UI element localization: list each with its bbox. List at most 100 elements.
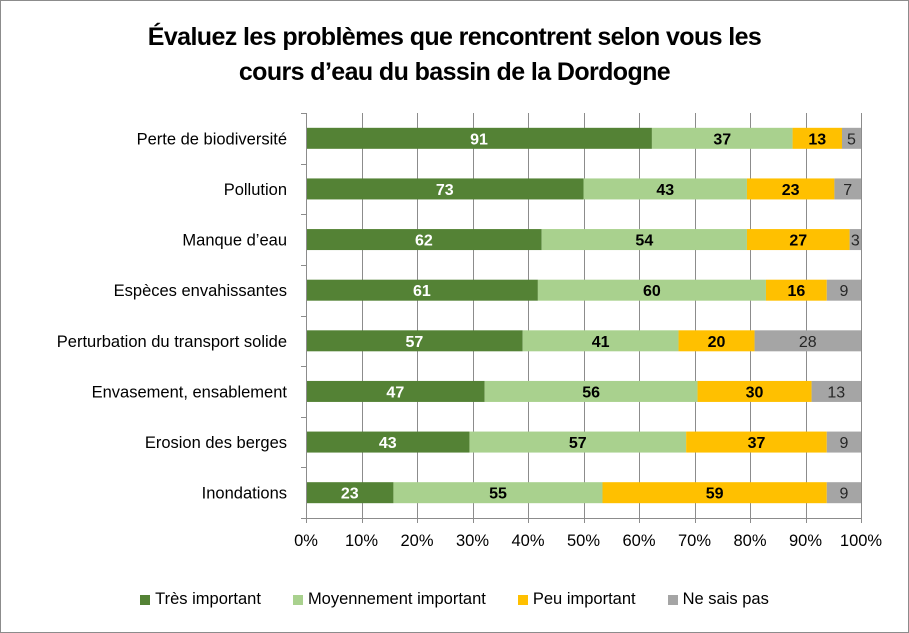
bar-segment[interactable] [602,482,827,504]
axes [301,113,862,519]
bar-segment[interactable] [686,431,827,453]
category-label: Perturbation du transport solide [57,333,287,351]
bar-segment[interactable] [746,178,835,200]
bar-segment[interactable] [306,178,584,200]
legend-label: Très important [155,590,261,608]
bar-segment[interactable] [541,229,747,251]
data-label: 9 [839,435,848,452]
bar-segment[interactable] [306,380,485,402]
legend-swatch [667,594,678,605]
bar-segment[interactable] [651,127,793,149]
x-tick-label: 30% [456,532,489,550]
legend-item-tres-important[interactable]: Très important [140,590,261,609]
data-label: 43 [379,435,397,452]
category-label: Inondations [202,485,287,503]
bar-segment[interactable] [306,330,523,352]
category-label: Envasement, ensablement [92,383,288,401]
category-label: Espèces envahissantes [114,282,287,300]
bar-segment[interactable] [841,127,861,149]
bar-segment[interactable] [811,380,861,402]
data-label: 23 [782,182,800,199]
bar-segment[interactable] [765,279,827,301]
legend-item-peu-important[interactable]: Peu important [517,590,636,609]
data-label: 27 [789,233,807,250]
legend-label: Moyennement important [307,590,486,608]
bar-segment[interactable] [746,229,850,251]
legend-swatch [292,594,303,605]
data-label: 13 [827,384,845,401]
bar-segment[interactable] [754,330,861,352]
category-label: Pollution [224,181,287,199]
data-label: 37 [748,435,766,452]
bar-segment[interactable] [537,279,766,301]
data-label: 5 [847,131,856,148]
data-label: 16 [787,283,805,300]
bar-segment[interactable] [678,330,755,352]
x-tick-label: 80% [733,532,766,550]
bar-segment[interactable] [393,482,603,504]
legend-item-ne-sais-pas[interactable]: Ne sais pas [667,590,769,609]
data-label: 3 [851,233,860,250]
bar-segment[interactable] [306,482,394,504]
bar-segment[interactable] [697,380,812,402]
data-label: 9 [839,486,848,503]
data-label: 56 [582,384,600,401]
data-label: 43 [656,182,674,199]
bar-segment[interactable] [306,431,470,453]
bars [306,127,861,504]
x-tick-label: 40% [511,532,544,550]
bar-segment[interactable] [469,431,687,453]
x-tick-label: 50% [567,532,600,550]
bar-segment[interactable] [306,127,652,149]
bar-segment[interactable] [792,127,842,149]
category-label: Erosion des berges [145,434,287,452]
gridlines [306,113,862,523]
bar-segment[interactable] [484,380,698,402]
x-tick-label: 70% [678,532,711,550]
legend-label: Peu important [532,590,636,608]
x-tick-label: 20% [400,532,433,550]
data-label: 37 [713,131,731,148]
data-label: 23 [341,486,359,503]
chart-title-line-2: cours d’eau du bassin de la Dordogne [238,58,671,86]
legend: Très important Moyennement important Peu… [0,590,909,609]
category-label: Perte de biodiversité [137,130,287,148]
bar-segment[interactable] [834,178,861,200]
legend-swatch [517,594,528,605]
data-label: 54 [635,233,653,250]
data-label: 57 [405,334,423,351]
data-label: 59 [706,486,724,503]
data-label: 9 [839,283,848,300]
data-label: 30 [746,384,764,401]
legend-label: Ne sais pas [682,590,769,608]
data-label: 28 [799,334,817,351]
data-label: 20 [708,334,726,351]
bar-segment[interactable] [826,482,861,504]
data-label: 62 [415,233,433,250]
data-label: 61 [413,283,431,300]
data-label: 73 [436,182,454,199]
bar-segment[interactable] [306,229,542,251]
bar-segment[interactable] [522,330,679,352]
data-label: 47 [386,384,404,401]
data-label: 91 [470,131,488,148]
bar-segment[interactable] [849,229,861,251]
bar-segment[interactable] [826,279,861,301]
bar-segment[interactable] [583,178,747,200]
bar-segment[interactable] [306,279,538,301]
x-tick-label: 90% [789,532,822,550]
x-tick-label: 0% [294,532,318,550]
data-label: 60 [643,283,661,300]
data-label: 41 [592,334,610,351]
legend-item-moyennement-important[interactable]: Moyennement important [292,590,486,609]
category-label: Manque d’eau [182,232,287,250]
x-tick-label: 100% [840,532,883,550]
labels: 0% 10% 20% 30% 40% 50% 60% 70% 80% 90% 100% Perte d… [57,130,883,550]
data-label: 57 [569,435,587,452]
bar-segment[interactable] [826,431,861,453]
data-label: 55 [489,486,507,503]
data-label: 13 [808,131,826,148]
data-label: 7 [843,182,852,199]
